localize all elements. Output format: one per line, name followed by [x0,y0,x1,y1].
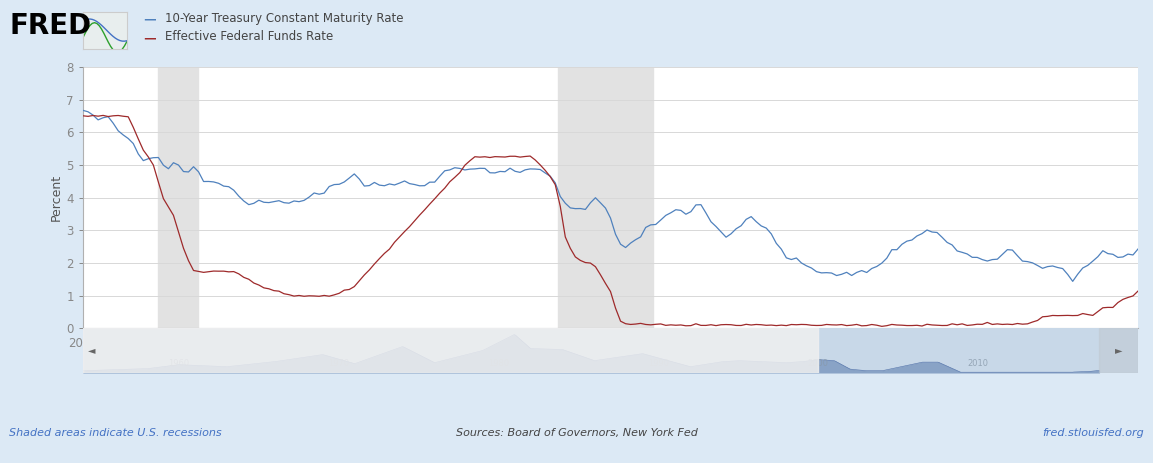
Text: 2010: 2010 [967,359,988,368]
Y-axis label: Percent: Percent [50,174,62,221]
Text: ◄: ◄ [88,345,96,356]
Text: fred.stlouisfed.org: fred.stlouisfed.org [1042,427,1144,438]
Text: 1980: 1980 [488,359,510,368]
Text: 1990: 1990 [648,359,669,368]
Text: FRED: FRED [9,12,91,39]
Bar [558,67,653,328]
Text: ─: ─ [144,30,155,48]
Text: 2000: 2000 [808,359,829,368]
Bar [1099,328,1138,373]
Text: Effective Federal Funds Rate: Effective Federal Funds Rate [165,30,333,43]
Bar [83,328,819,373]
Text: ►: ► [1115,345,1122,356]
Text: 10-Year Treasury Constant Maturity Rate: 10-Year Treasury Constant Maturity Rate [165,12,404,25]
Text: ─: ─ [144,12,155,30]
Text: 1960: 1960 [168,359,189,368]
Text: Shaded areas indicate U.S. recessions: Shaded areas indicate U.S. recessions [9,427,221,438]
Bar [158,67,198,328]
Text: Sources: Board of Governors, New York Fed: Sources: Board of Governors, New York Fe… [455,427,698,438]
Text: 1970: 1970 [329,359,349,368]
